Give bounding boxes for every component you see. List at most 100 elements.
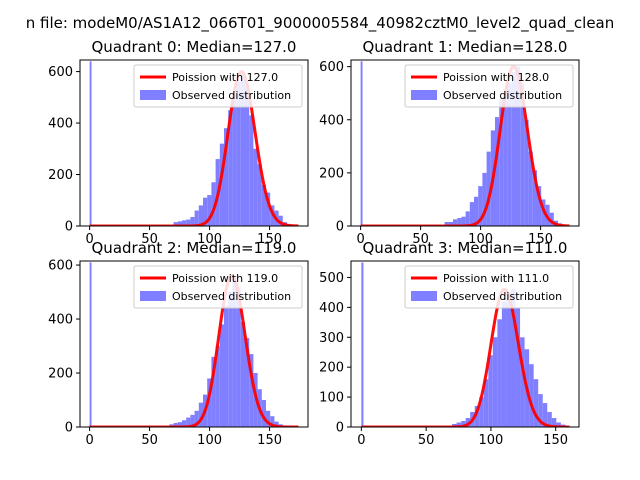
- axes-frame: [79, 260, 309, 428]
- legend-box: [404, 265, 574, 309]
- histogram-bar: [261, 400, 266, 427]
- x-tick-label: 100: [197, 433, 222, 448]
- histogram-bar: [278, 215, 283, 226]
- histogram-bar: [232, 275, 237, 427]
- histogram-bar: [495, 117, 500, 226]
- histogram-bar: [516, 66, 521, 226]
- histogram-bar: [479, 397, 484, 427]
- histogram-bar: [486, 151, 491, 226]
- histogram-bar: [270, 416, 275, 427]
- histogram-bar: [173, 422, 178, 427]
- quadrant-2-panel: 0 50 100 150 0 200 400 600 Quadrant 2: Median=11…: [48, 239, 309, 448]
- x-tick-label: 150: [257, 232, 282, 247]
- legend-hist-swatch: [140, 291, 166, 301]
- legend-fit-label: Poission with 127.0: [172, 71, 278, 84]
- histogram-bar: [515, 307, 521, 427]
- histogram-bar: [177, 422, 182, 427]
- histogram-bar: [507, 82, 512, 226]
- histogram-bar: [488, 355, 493, 427]
- poisson-fit-line: [361, 287, 569, 427]
- histogram-bar: [249, 115, 254, 226]
- histogram-bar: [274, 421, 279, 427]
- legend-hist-label: Observed distribution: [172, 290, 291, 303]
- histogram-bar: [207, 195, 212, 226]
- legend-box: [404, 64, 574, 108]
- histogram-bar: [361, 262, 364, 427]
- histogram-bar: [266, 410, 271, 427]
- histogram-bar: [198, 402, 203, 427]
- panel-title: Quadrant 0: Median=127.0: [92, 38, 297, 56]
- histogram-bar: [186, 417, 191, 427]
- histogram-bar: [503, 93, 508, 226]
- histogram-bar: [203, 197, 208, 226]
- panel-title: Quadrant 1: Median=128.0: [363, 38, 568, 56]
- histogram-bar: [249, 354, 254, 427]
- histogram-bar: [257, 164, 262, 226]
- histogram-bar: [186, 219, 191, 226]
- histogram-bar: [520, 337, 525, 427]
- histogram-bar: [537, 186, 542, 226]
- legend-box: [133, 64, 303, 108]
- histogram-bar: [533, 379, 539, 427]
- histogram-bar: [232, 94, 237, 226]
- histogram-bar: [236, 286, 241, 427]
- histogram-bar: [528, 151, 533, 226]
- y-tick-label: 600: [48, 259, 73, 274]
- histogram-bar: [190, 414, 195, 427]
- x-tick-label: 50: [412, 232, 429, 247]
- histogram-bar: [551, 418, 557, 427]
- histogram-bar: [360, 61, 363, 226]
- histogram-bar: [461, 421, 466, 427]
- histogram-bar: [457, 218, 462, 226]
- histogram-bar: [173, 222, 178, 226]
- histogram-bar: [474, 406, 480, 427]
- histogram-bar: [474, 196, 479, 226]
- histogram-bar: [228, 110, 233, 226]
- x-tick-label: 150: [528, 232, 553, 247]
- histogram-bar: [190, 216, 195, 226]
- histogram-bar: [542, 403, 548, 427]
- figure-suptitle: n file: modeM0/AS1A12_066T01_9000005584_…: [25, 14, 615, 32]
- histogram-bar: [194, 210, 199, 226]
- x-tick-label: 100: [468, 232, 493, 247]
- x-tick-label: 0: [357, 433, 365, 448]
- histogram-bar: [524, 119, 529, 226]
- axes-frame: [79, 59, 309, 227]
- histogram-bar: [529, 364, 534, 427]
- quadrant-1-panel: 0 50 100 150 0 200 400 600 Quadrant 1: Median=12…: [319, 38, 580, 247]
- histogram-bar: [538, 394, 543, 427]
- histogram-bar: [497, 319, 502, 427]
- histogram-bar: [549, 212, 554, 226]
- histogram-bar: [245, 84, 250, 226]
- y-tick-label: 0: [336, 421, 344, 436]
- legend-fit-label: Poission with 119.0: [172, 272, 278, 285]
- panel-title: Quadrant 3: Median=111.0: [363, 239, 568, 257]
- histogram-bar: [492, 337, 498, 427]
- x-tick-label: 50: [141, 232, 158, 247]
- x-tick-label: 0: [356, 232, 364, 247]
- quadrant-3-panel: 0 50 100 150 0 100 200 300 400 500 Quadrant 3: Med…: [319, 239, 580, 448]
- axes-frame: [350, 260, 580, 428]
- legend-hist-label: Observed distribution: [172, 89, 291, 102]
- histogram-bar: [501, 301, 507, 427]
- histogram-bar: [506, 292, 511, 427]
- histogram-bar: [499, 98, 504, 226]
- legend-hist-swatch: [411, 90, 437, 100]
- histogram-bar: [482, 172, 487, 226]
- y-tick-label: 200: [48, 168, 73, 183]
- panel-title: Quadrant 2: Median=119.0: [92, 239, 297, 257]
- histogram-bar: [177, 221, 182, 226]
- legend-hist-label: Observed distribution: [443, 89, 562, 102]
- histogram-bar: [224, 305, 229, 427]
- x-tick-label: 100: [478, 433, 503, 448]
- histogram-bar: [444, 222, 449, 226]
- histogram-bar: [456, 422, 462, 427]
- histogram-bar: [547, 412, 552, 427]
- legend-fit-label: Poission with 111.0: [443, 272, 549, 285]
- y-tick-label: 400: [319, 113, 344, 128]
- y-tick-label: 400: [319, 301, 344, 316]
- y-tick-label: 600: [48, 65, 73, 80]
- histogram-bar: [182, 420, 187, 427]
- x-tick-label: 0: [85, 433, 93, 448]
